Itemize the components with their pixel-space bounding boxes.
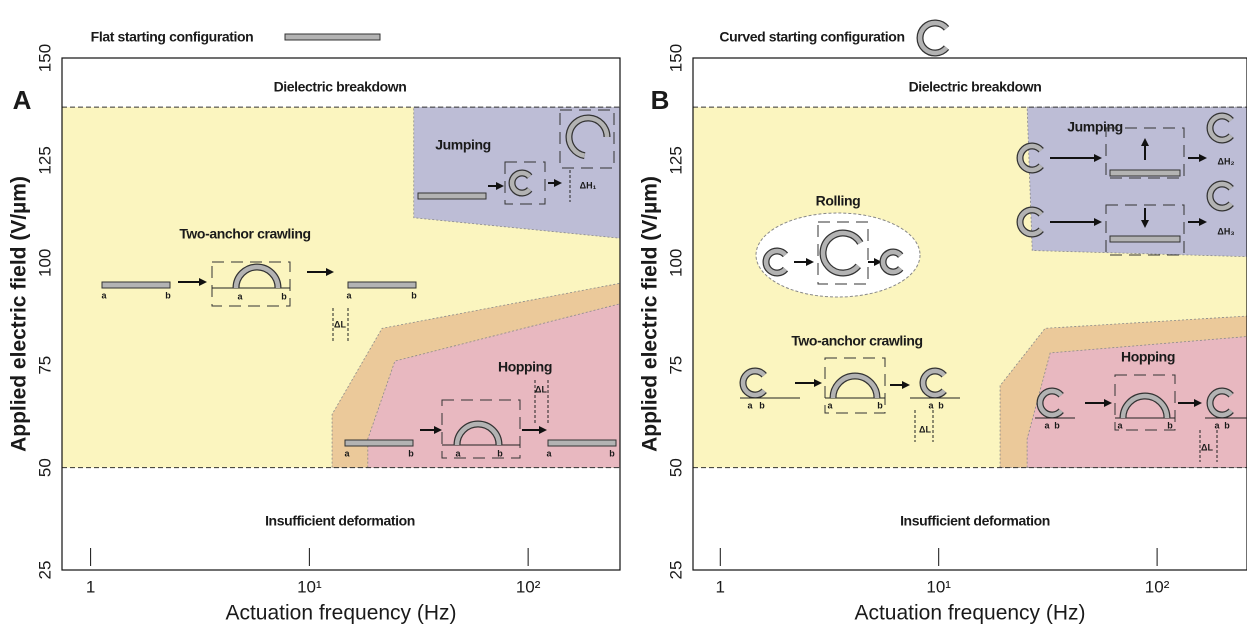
icon-label: b — [281, 291, 287, 301]
y-tick-label: 150 — [666, 44, 685, 72]
icon-label: b — [1167, 420, 1173, 430]
x-tick-label: 10¹ — [297, 577, 322, 596]
icon-label: b — [165, 290, 171, 300]
icon-strip — [102, 282, 170, 288]
icon-label: ΔH₃ — [1217, 226, 1234, 236]
y-tick-label: 50 — [35, 458, 54, 477]
region-label: Two-anchor crawling — [791, 333, 922, 349]
y-tick-label: 50 — [666, 458, 685, 477]
icon-label: ΔL — [334, 319, 346, 329]
icon-label: ΔH₂ — [1218, 156, 1235, 166]
y-tick-label: 150 — [35, 44, 54, 72]
y-tick-label: 75 — [666, 356, 685, 375]
annotation: Dielectric breakdown — [909, 79, 1042, 95]
x-axis-label: Actuation frequency (Hz) — [854, 602, 1085, 624]
icon-label: b — [411, 290, 417, 300]
x-axis-label: Actuation frequency (Hz) — [225, 602, 456, 624]
x-tick-label: 10¹ — [926, 577, 951, 596]
x-tick-label: 10² — [516, 577, 541, 596]
y-tick-label: 25 — [666, 561, 685, 580]
figure: 255075100125150110¹10²Actuation frequenc… — [0, 0, 1247, 624]
y-tick-label: 25 — [35, 561, 54, 580]
icon-label: b — [759, 400, 765, 410]
annotation: Insufficient deformation — [265, 513, 415, 529]
region-label: Jumping — [435, 137, 491, 153]
region-label: Hopping — [498, 359, 552, 375]
annotation: Dielectric breakdown — [274, 79, 407, 95]
x-tick-label: 10² — [1145, 577, 1170, 596]
icon-strip — [345, 440, 413, 446]
y-tick-label: 100 — [666, 249, 685, 277]
icon-label: ΔL — [1201, 442, 1213, 452]
x-tick-label: 1 — [86, 577, 95, 596]
x-tick-label: 1 — [716, 577, 725, 596]
icon-label: b — [938, 400, 944, 410]
phase-region — [1027, 107, 1247, 257]
y-axis-label: Applied electric field (V/µm) — [639, 176, 662, 452]
annotation: Rolling — [816, 193, 861, 209]
chart-title: Curved starting configuration — [719, 29, 904, 45]
icon-strip — [418, 193, 486, 199]
y-tick-label: 125 — [666, 146, 685, 174]
icon-label: ΔH₁ — [580, 180, 597, 190]
icon-label: b — [408, 448, 414, 458]
icon-label: ΔL — [535, 384, 547, 394]
icon-label: b — [1224, 420, 1230, 430]
icon-label: b — [1054, 420, 1060, 430]
panel-label: A — [13, 85, 32, 115]
region-label: Jumping — [1067, 119, 1123, 135]
chart-title: Flat starting configuration — [91, 29, 254, 45]
region-label: Hopping — [1121, 349, 1175, 365]
icon-strip — [348, 282, 416, 288]
page: {"chart_data": [ {"type": "phase", "pane… — [0, 0, 1247, 624]
icon-label: b — [877, 400, 883, 410]
region-label: Two-anchor crawling — [179, 226, 310, 242]
y-tick-label: 125 — [35, 146, 54, 174]
icon-strip — [1110, 170, 1180, 176]
panel-label: B — [651, 85, 670, 115]
icon-arc — [920, 23, 946, 53]
icon-label: ΔL — [919, 424, 931, 434]
annotation: Insufficient deformation — [900, 513, 1050, 529]
y-tick-label: 100 — [35, 249, 54, 277]
icon-label: b — [497, 448, 503, 458]
y-tick-label: 75 — [35, 356, 54, 375]
icon-label: b — [609, 448, 615, 458]
icon-strip — [548, 440, 616, 446]
icon-strip — [1110, 236, 1180, 242]
y-axis-label: Applied electric field (V/µm) — [8, 176, 31, 452]
icon-strip — [285, 34, 380, 40]
